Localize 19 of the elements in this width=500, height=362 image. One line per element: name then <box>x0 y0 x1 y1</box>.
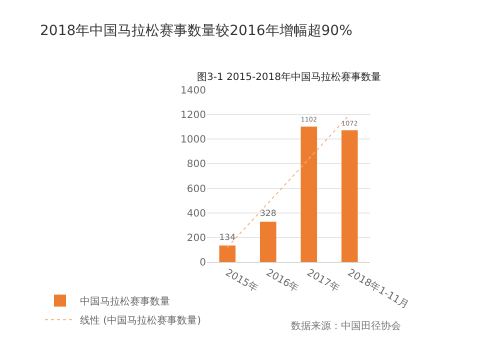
y-tick-label: 400 <box>186 208 206 220</box>
y-tick-label: 0 <box>200 258 206 268</box>
source-note: 数据来源：中国田径协会 <box>291 320 401 332</box>
chart-title: 2018年中国马拉松赛事数量较2016年增幅超90% <box>40 23 352 40</box>
y-tick-label: 600 <box>186 184 206 195</box>
data-label: 328 <box>260 209 276 220</box>
bar <box>219 246 236 262</box>
bar <box>260 222 276 262</box>
y-tick-label: 1000 <box>180 134 206 146</box>
legend-label: 中国马拉松赛事数量 <box>80 295 170 308</box>
data-label: 134 <box>219 232 236 243</box>
legend-label: 线性 (中国马拉松赛事数量) <box>80 314 202 326</box>
y-tick-label: 1200 <box>180 110 206 122</box>
y-tick-label: 1400 <box>180 86 206 96</box>
bar <box>341 130 358 262</box>
bar <box>300 126 318 262</box>
chart-subtitle: 图3-1 2015-2018年中国马拉松赛事数量 <box>197 71 382 83</box>
y-tick-label: 800 <box>186 159 206 170</box>
y-tick-label: 200 <box>186 232 206 244</box>
